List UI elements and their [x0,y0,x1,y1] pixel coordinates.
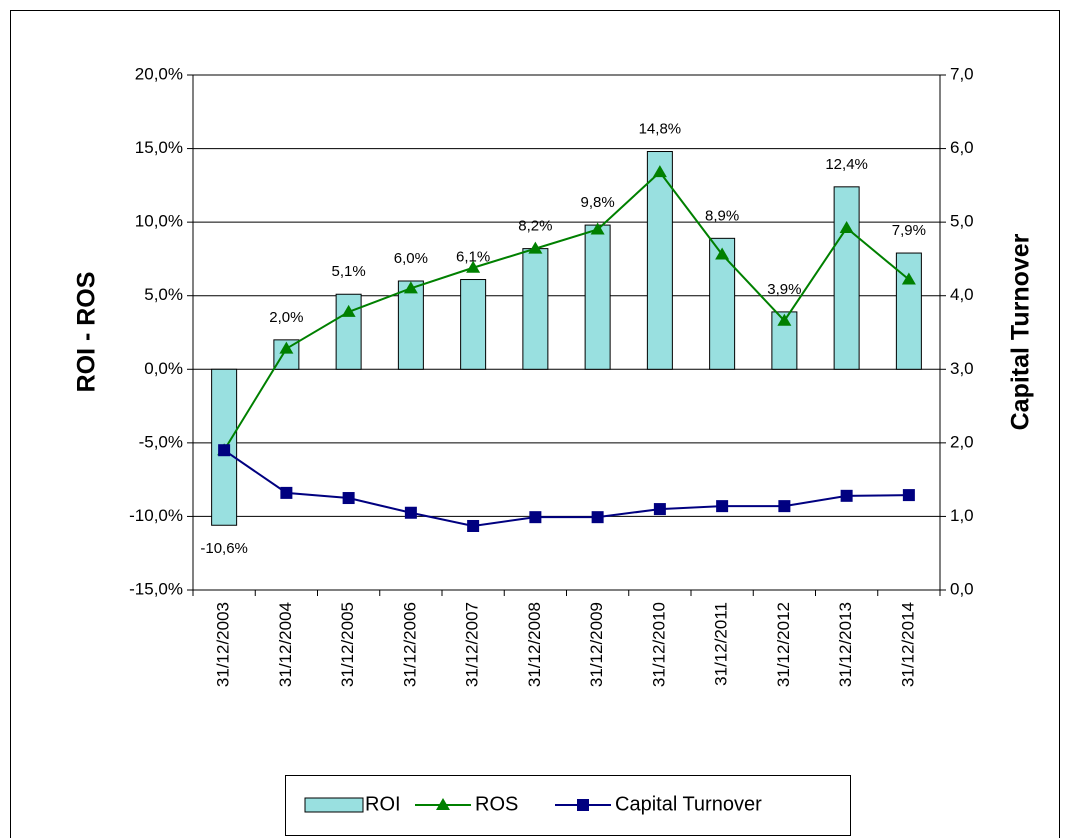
data-label: 2,0% [269,309,303,326]
y2-tick-label: 2,0 [950,432,974,451]
data-label: 3,9% [767,281,801,298]
data-label: 6,1% [456,248,490,265]
chart-border [10,10,1060,838]
turnover-marker [404,506,417,519]
turnover-marker [653,503,666,516]
turnover-marker [902,489,915,502]
turnover-marker [342,492,355,505]
data-label: 14,8% [639,120,682,137]
y2-tick-label: 4,0 [950,285,974,304]
legend-label: Capital Turnover [615,793,762,815]
turnover-marker [280,486,293,499]
data-label: 8,2% [518,218,552,235]
bar [584,224,611,370]
y2-axis-title: Capital Turnover [1007,233,1035,430]
y-tick-label: 20,0% [135,64,183,83]
x-tick-label: 31/12/2009 [587,602,606,687]
x-tick-label: 31/12/2011 [712,602,731,686]
ros-marker [590,222,605,235]
x-tick-label: 31/12/2013 [836,602,855,687]
x-tick-label: 31/12/2004 [276,602,295,687]
ros-marker [403,281,418,294]
ros-marker [279,341,294,354]
data-label: 5,1% [332,263,366,280]
y-tick-label: 10,0% [135,212,183,231]
bar [460,279,487,370]
legend-swatch [304,797,364,813]
bar [397,280,424,370]
data-label: -10,6% [200,540,248,557]
x-tick-label: 31/12/2007 [463,602,482,687]
turnover-marker [591,511,604,524]
bar [833,186,860,370]
x-tick-label: 31/12/2010 [649,602,668,687]
legend-marker [577,799,589,811]
ros-marker [466,260,481,273]
turnover-marker [218,444,231,457]
x-tick-label: 31/12/2005 [338,602,357,687]
turnover-marker [716,500,729,513]
bar [709,237,736,370]
legend-marker [436,798,450,810]
legend-label: ROI [365,793,401,815]
legend-label: ROS [475,793,518,815]
turnover-marker [840,489,853,502]
x-tick-label: 31/12/2008 [525,602,544,687]
x-tick-label: 31/12/2003 [214,602,233,687]
y-tick-label: 5,0% [144,285,183,304]
ros-marker [839,221,854,234]
y-tick-label: -10,0% [129,506,183,525]
data-label: 9,8% [581,194,615,211]
bar [895,252,922,370]
data-label: 7,9% [892,222,926,239]
ros-marker [341,304,356,317]
ros-marker [901,272,916,285]
y2-tick-label: 3,0 [950,359,974,378]
y2-tick-label: 1,0 [950,506,974,525]
data-label: 8,9% [705,207,739,224]
bar [646,151,673,370]
y-tick-label: 0,0% [144,359,183,378]
turnover-marker [529,511,542,524]
x-tick-label: 31/12/2012 [774,602,793,687]
turnover-marker [467,519,480,532]
data-label: 12,4% [825,156,868,173]
y2-tick-label: 7,0 [950,64,974,83]
ros-marker [652,165,667,178]
y-tick-label: -15,0% [129,579,183,598]
series-line [223,449,909,528]
turnover-marker [778,500,791,513]
y2-tick-label: 0,0 [950,579,974,598]
y-tick-label: 15,0% [135,138,183,157]
y-axis-title: ROI - ROS [73,272,101,393]
x-tick-label: 31/12/2014 [898,602,917,687]
bar [522,248,549,370]
x-tick-label: 31/12/2006 [400,602,419,687]
ros-marker [528,241,543,254]
y-tick-label: -5,0% [139,432,183,451]
ros-marker [777,313,792,326]
y2-tick-label: 5,0 [950,212,974,231]
series-line [223,170,910,451]
ros-marker [715,247,730,260]
y2-tick-label: 6,0 [950,138,974,157]
data-label: 6,0% [394,250,428,267]
